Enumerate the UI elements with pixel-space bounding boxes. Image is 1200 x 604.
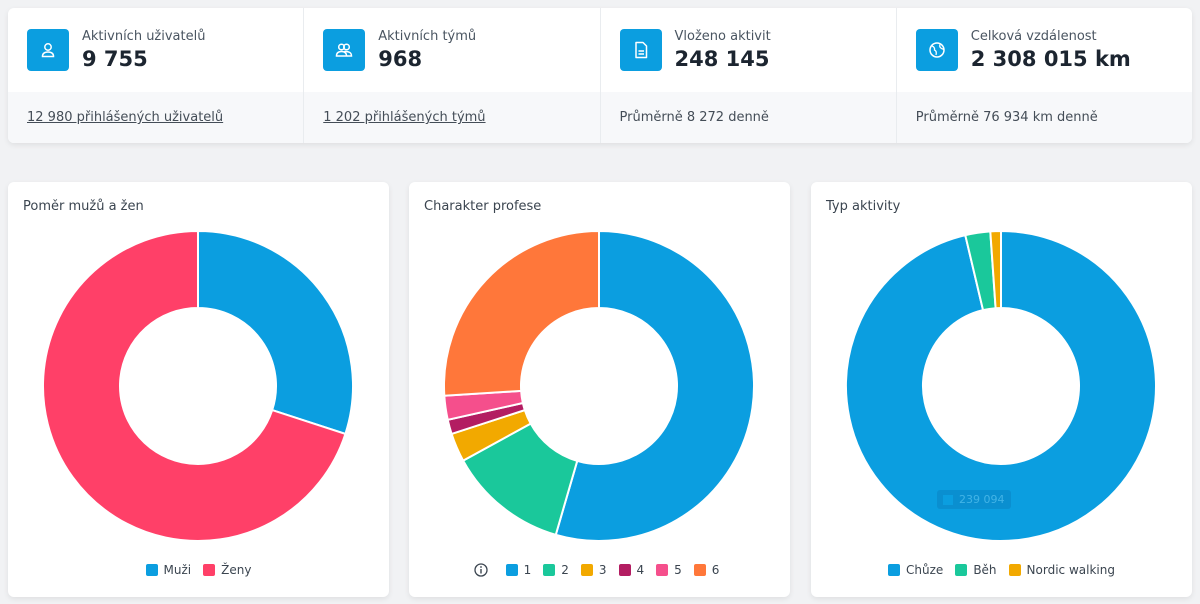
chart-title: Charakter profese <box>424 199 542 214</box>
slice-6[interactable] <box>443 229 600 397</box>
legend-label: Ženy <box>221 563 252 577</box>
chart-title: Poměr mužů a žen <box>23 199 144 214</box>
chart-legend: Muži Ženy <box>8 562 389 578</box>
stat-value: 968 <box>378 46 423 71</box>
activity-donut-chart <box>845 229 1157 542</box>
slice-nordic-walking[interactable] <box>989 229 1002 310</box>
legend-swatch <box>203 564 216 576</box>
slice-ženy[interactable] <box>42 229 347 542</box>
legend-label: Běh <box>973 563 997 577</box>
legend-swatch <box>618 564 631 576</box>
gender-donut-chart <box>42 229 354 542</box>
stat-distance: Celková vzdálenost 2 308 015 km Průměrně… <box>896 8 1192 143</box>
stat-value: 2 308 015 km <box>970 46 1131 71</box>
profession-donut-chart <box>443 229 755 542</box>
stat-active-users: Aktivních uživatelů 9 755 12 980 přihláš… <box>8 8 305 143</box>
legend-swatch <box>1008 564 1021 576</box>
legend-item[interactable]: Ženy <box>203 563 251 577</box>
chart-tooltip: 239 094 <box>937 490 1011 509</box>
legend-item[interactable]: 6 <box>693 563 720 577</box>
legend-item[interactable]: 3 <box>580 563 607 577</box>
legend-item[interactable]: 5 <box>656 563 682 577</box>
stat-label: Vloženo aktivit <box>674 28 771 44</box>
document-icon <box>619 29 662 71</box>
legend-label: 1 <box>523 563 532 577</box>
stat-value: 248 145 <box>674 46 770 71</box>
legend-swatch <box>505 564 518 576</box>
user-icon <box>27 29 69 71</box>
slice-1[interactable] <box>554 229 755 542</box>
legend-label: 3 <box>598 563 607 577</box>
stat-value: 9 755 <box>82 46 148 71</box>
tooltip-value: 239 094 <box>959 493 1005 506</box>
legend-label: Chůze <box>906 563 944 577</box>
legend-label: 5 <box>674 563 682 577</box>
legend-item[interactable]: Chůze <box>888 563 943 577</box>
stat-label: Aktivních uživatelů <box>82 28 206 44</box>
activity-type-chart-card: Typ aktivity 239 094 Chůze Běh Nordic walk… <box>811 182 1192 597</box>
legend-item[interactable]: Muži <box>145 563 192 577</box>
chart-legend: Chůze Běh Nordic walking <box>811 562 1192 578</box>
chart-title: Typ aktivity <box>826 199 901 214</box>
legend-swatch <box>955 564 968 576</box>
slice-muži[interactable] <box>197 229 354 436</box>
legend-label: 2 <box>561 563 569 577</box>
legend-swatch <box>888 564 901 576</box>
info-icon[interactable] <box>473 563 488 577</box>
gender-chart-card: Poměr mužů a žen Muži Ženy <box>8 182 389 597</box>
profession-chart-card: Charakter profese 1 2 3 4 5 6 <box>409 182 790 597</box>
registered-users-link[interactable]: 12 980 přihlášených uživatelů <box>27 110 224 125</box>
stat-label: Celková vzdálenost <box>970 28 1097 44</box>
legend-label: Muži <box>163 563 192 577</box>
registered-teams-link[interactable]: 1 202 přihlášených týmů <box>323 110 486 125</box>
chart-legend: 1 2 3 4 5 6 <box>409 562 790 578</box>
legend-label: 6 <box>711 563 720 577</box>
legend-item[interactable]: 2 <box>543 563 569 577</box>
legend-item[interactable]: Nordic walking <box>1008 563 1115 577</box>
legend-swatch <box>693 564 706 576</box>
legend-swatch <box>580 564 593 576</box>
legend-swatch <box>543 564 556 576</box>
legend-label: Nordic walking <box>1026 563 1115 577</box>
legend-swatch <box>145 564 158 576</box>
stat-active-teams: Aktivních týmů 968 1 202 přihlášených tý… <box>304 8 601 143</box>
slice-chůze[interactable] <box>845 229 1157 542</box>
legend-swatch <box>656 564 669 576</box>
team-icon <box>323 29 366 71</box>
stat-activities: Vloženo aktivit 248 145 Průměrně 8 272 d… <box>600 8 897 143</box>
legend-item[interactable]: 1 <box>505 563 532 577</box>
stats-panel: Aktivních uživatelů 9 755 12 980 přihláš… <box>8 8 1192 143</box>
legend-item[interactable]: 4 <box>618 563 645 577</box>
legend-label: 4 <box>636 563 645 577</box>
stat-label: Aktivních týmů <box>378 28 477 44</box>
activities-average: Průměrně 8 272 denně <box>619 110 769 125</box>
legend-item[interactable]: Běh <box>955 563 997 577</box>
distance-average: Průměrně 76 934 km denně <box>915 110 1098 125</box>
globe-icon <box>915 29 958 71</box>
